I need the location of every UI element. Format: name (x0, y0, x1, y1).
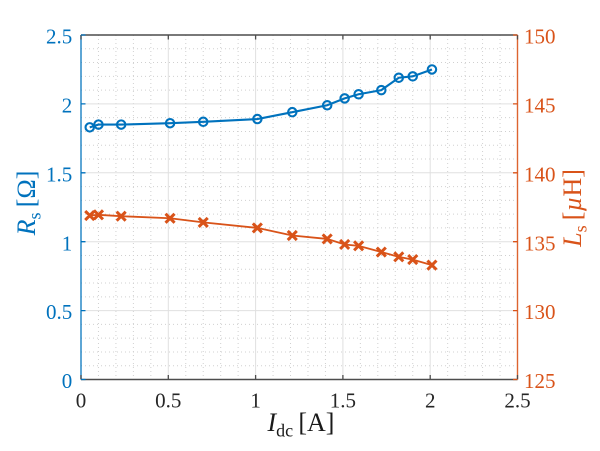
svg-text:Ls [µH]: Ls [µH] (558, 169, 591, 248)
svg-text:150: 150 (524, 25, 556, 49)
svg-text:Rs [Ω]: Rs [Ω] (12, 171, 45, 237)
svg-text:0.5: 0.5 (155, 389, 181, 413)
svg-text:135: 135 (524, 231, 556, 255)
svg-text:1: 1 (250, 389, 261, 413)
svg-text:140: 140 (524, 162, 556, 186)
svg-text:2.5: 2.5 (46, 25, 72, 49)
svg-text:145: 145 (524, 94, 556, 118)
svg-text:1.5: 1.5 (330, 389, 356, 413)
svg-text:125: 125 (524, 369, 556, 393)
svg-text:0.5: 0.5 (46, 300, 72, 324)
svg-text:0: 0 (62, 369, 73, 393)
svg-text:2.5: 2.5 (504, 389, 530, 413)
svg-text:130: 130 (524, 300, 556, 324)
svg-text:1.5: 1.5 (46, 162, 72, 186)
svg-text:Idc [A]: Idc [A] (267, 408, 335, 441)
svg-text:1: 1 (62, 231, 73, 255)
svg-text:2: 2 (425, 389, 436, 413)
svg-text:0: 0 (76, 389, 87, 413)
svg-text:2: 2 (62, 94, 73, 118)
